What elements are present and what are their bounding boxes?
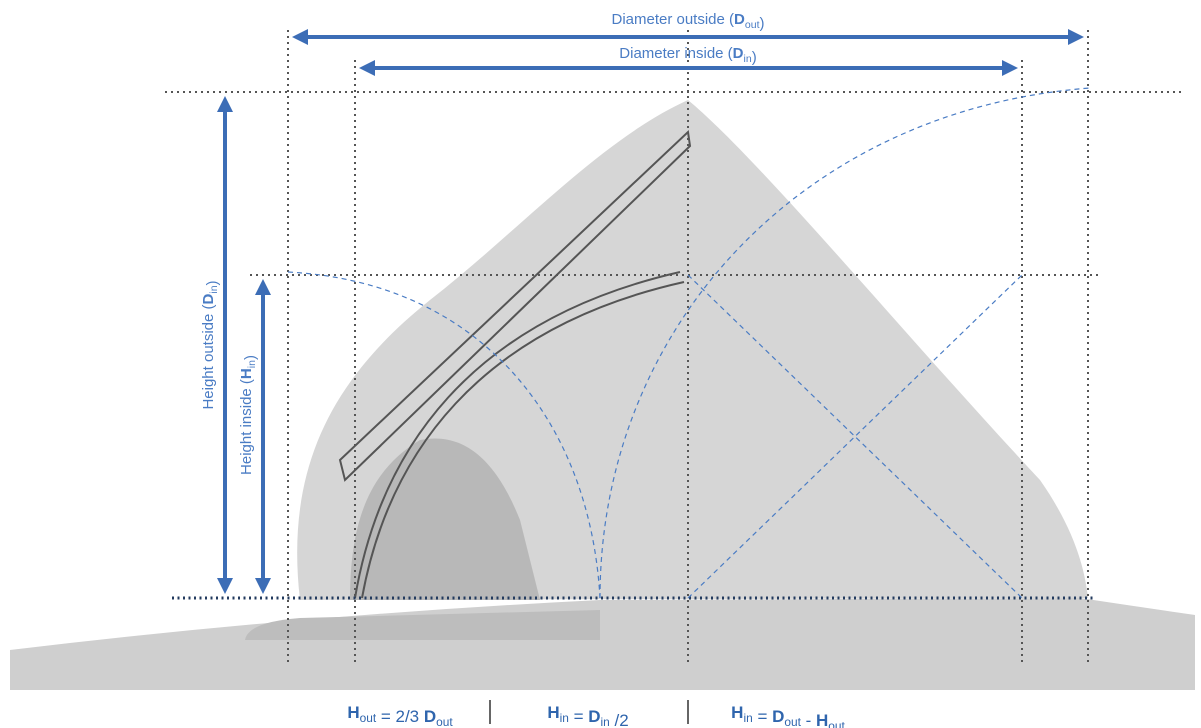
symbol: H (816, 711, 828, 728)
label-text: ) (204, 280, 221, 285)
symbol: H (347, 703, 359, 722)
symbol: D (588, 707, 600, 726)
symbol: H (238, 368, 255, 379)
label-text: ) (752, 49, 757, 66)
operator: = (569, 707, 588, 726)
symbol: D (424, 707, 436, 726)
symbol: D (772, 707, 784, 726)
symbol: H (731, 703, 743, 722)
operator: = 2/3 (376, 707, 424, 726)
operator: - (801, 711, 816, 728)
subscript: out (436, 715, 453, 728)
symbol: D (200, 293, 217, 304)
subscript: out (745, 19, 760, 31)
label-text: ) (242, 355, 259, 360)
symbol: H (547, 703, 559, 722)
subscript: in (601, 715, 610, 728)
guide-lines (165, 30, 1185, 665)
symbol: D (734, 11, 745, 28)
label-text: ) (760, 15, 765, 32)
dimension-arrows (217, 29, 1084, 594)
subscript: in (744, 53, 752, 65)
dimension-label: Diameter inside (Din) (619, 45, 756, 66)
construction-arcs (287, 87, 1091, 599)
dimension-label: Height outside (Din) (200, 280, 221, 409)
label-text: Diameter outside ( (611, 11, 734, 28)
subscript: in (246, 360, 258, 368)
subscript: in (743, 711, 752, 725)
label-text: Height outside ( (200, 304, 217, 409)
hut-illustration (10, 100, 1195, 690)
formula: Hout = 2/3 Dout (347, 703, 453, 728)
subscript: out (360, 711, 377, 725)
formula-separators (489, 700, 689, 724)
subscript: in (208, 285, 220, 293)
subscript: in (560, 711, 569, 725)
formula: Hin = Din /2 (547, 703, 628, 728)
operator: = (753, 707, 772, 726)
operator: /2 (610, 711, 629, 728)
dimension-label: Diameter outside (Dout) (611, 11, 764, 32)
formula: Hin = Dout - Hout (731, 703, 845, 728)
dimension-label: Height inside (Hin) (238, 355, 259, 475)
symbol: D (733, 45, 744, 62)
label-text: Diameter inside ( (619, 45, 732, 62)
subscript: out (828, 719, 845, 728)
subscript: out (784, 715, 801, 728)
label-text: Height inside ( (238, 379, 255, 475)
